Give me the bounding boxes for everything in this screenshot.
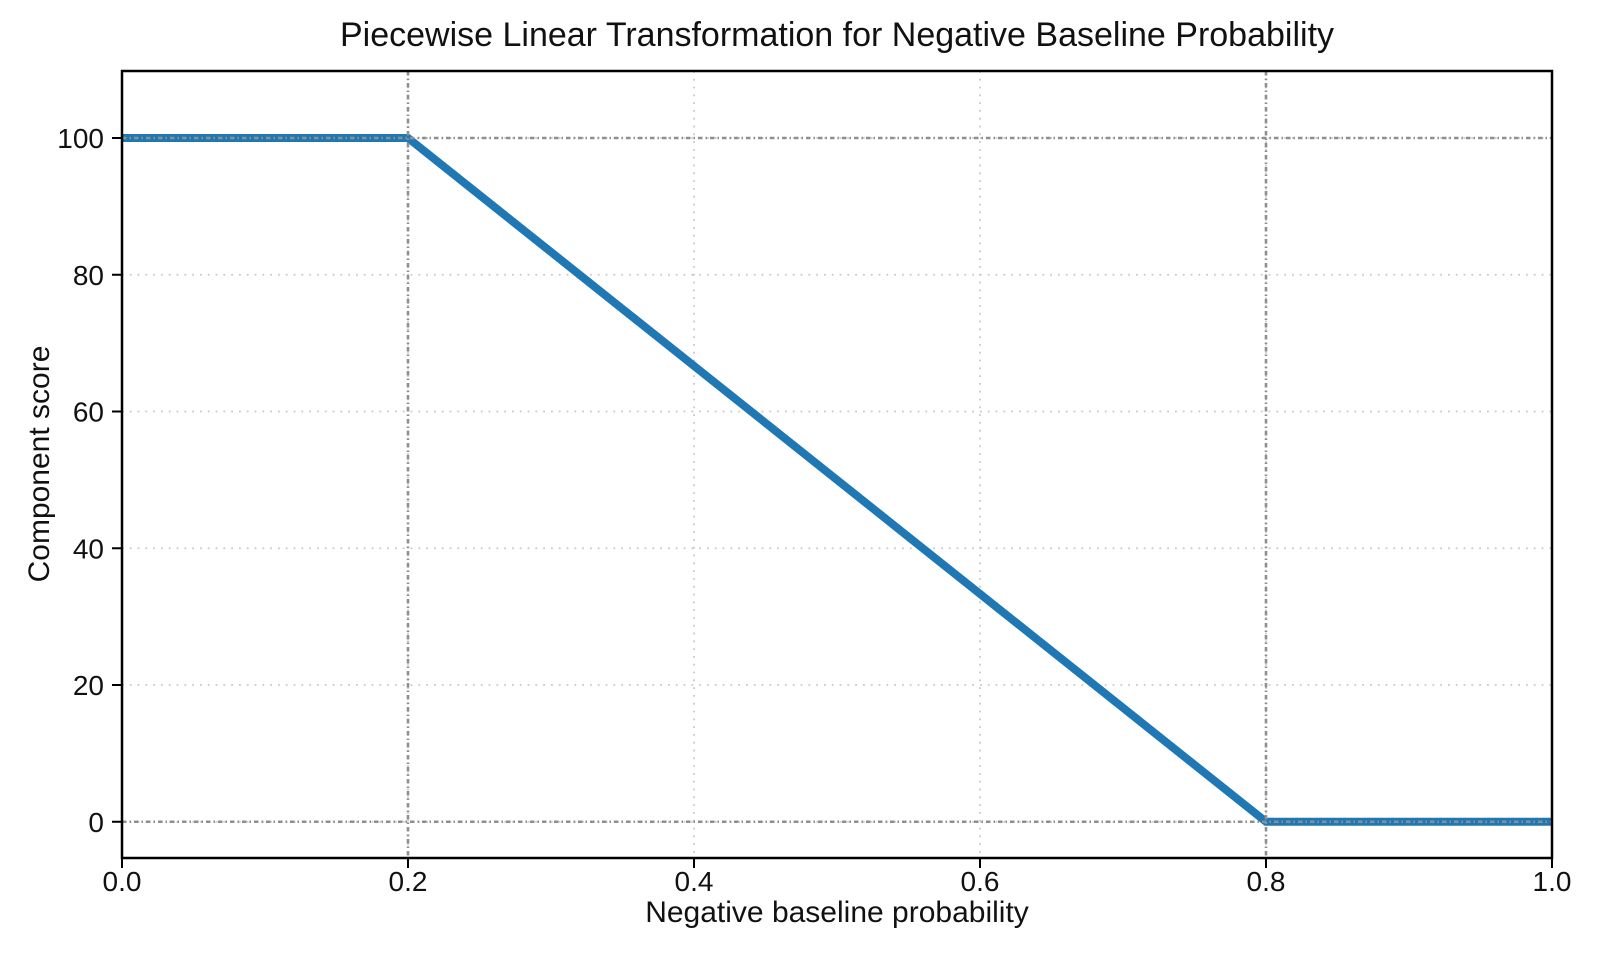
- y-tick-label: 100: [57, 123, 104, 154]
- axes-spines: [120, 69, 1554, 860]
- y-tick-label: 0: [88, 807, 104, 838]
- chart-title: Piecewise Linear Transformation for Nega…: [339, 16, 1335, 54]
- y-tick-label: 20: [73, 670, 104, 701]
- x-tick-label: 0.8: [1247, 866, 1286, 897]
- x-tick-label: 1.0: [1533, 866, 1572, 897]
- y-tick-label: 80: [73, 260, 104, 291]
- y-tick-label: 40: [73, 533, 104, 564]
- y-tick-label: 60: [73, 397, 104, 428]
- x-tick-label: 0.0: [103, 866, 142, 897]
- data-line: [122, 134, 1552, 826]
- x-tick-label: 0.6: [961, 866, 1000, 897]
- x-axis-label: Negative baseline probability: [645, 896, 1029, 929]
- x-tick-label: 0.4: [675, 866, 714, 897]
- x-tick-label: 0.2: [389, 866, 428, 897]
